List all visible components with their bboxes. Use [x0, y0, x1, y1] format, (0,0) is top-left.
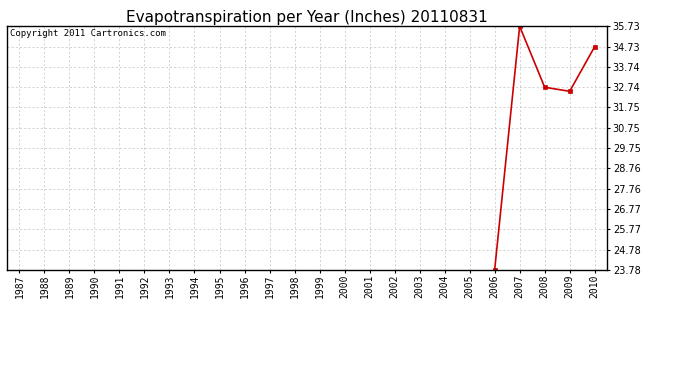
- Text: Copyright 2011 Cartronics.com: Copyright 2011 Cartronics.com: [10, 29, 166, 38]
- Title: Evapotranspiration per Year (Inches) 20110831: Evapotranspiration per Year (Inches) 201…: [126, 10, 488, 25]
